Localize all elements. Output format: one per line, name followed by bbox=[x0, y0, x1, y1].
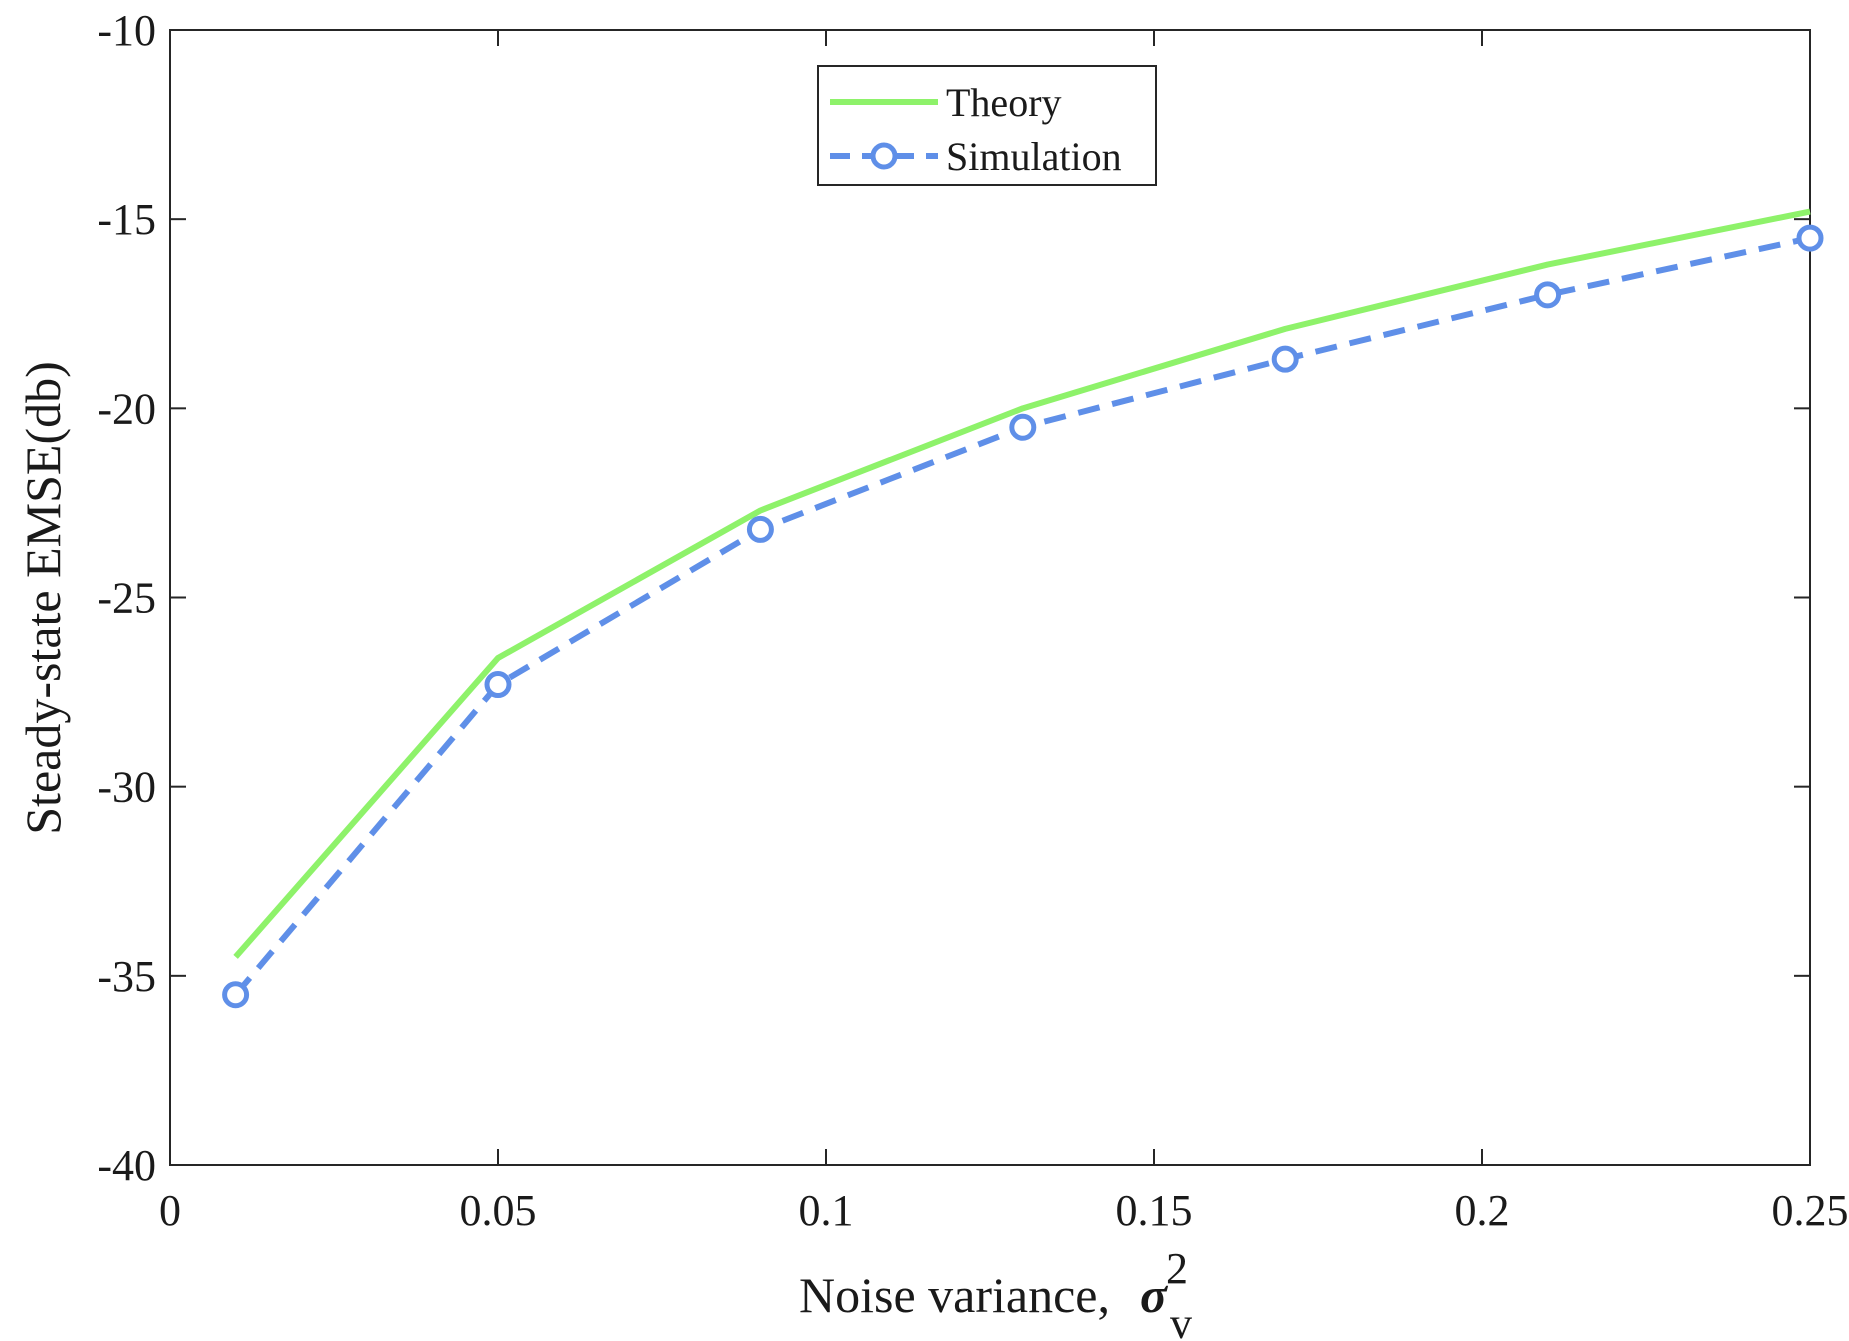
x-tick-label: 0.2 bbox=[1455, 1186, 1510, 1235]
sigma-superscript: 2 bbox=[1166, 1244, 1188, 1293]
y-tick-label: -20 bbox=[97, 384, 156, 433]
y-tick-label: -30 bbox=[97, 763, 156, 812]
x-axis-ticks: 0 0.05 0.1 0.15 0.2 0.25 bbox=[159, 30, 1849, 1235]
x-tick-label: 0.25 bbox=[1772, 1186, 1849, 1235]
legend-simulation-label: Simulation bbox=[946, 134, 1122, 179]
series-layer bbox=[222, 208, 1824, 1009]
series-point-simulation bbox=[222, 981, 250, 1009]
series-point-simulation bbox=[746, 515, 774, 543]
x-tick-label: 0.15 bbox=[1116, 1186, 1193, 1235]
sigma-symbol: σ bbox=[1140, 1267, 1169, 1323]
series-point-simulation bbox=[1796, 224, 1824, 252]
legend-theory-label: Theory bbox=[946, 80, 1062, 125]
series-line-theory bbox=[233, 208, 1811, 959]
legend-simulation-marker bbox=[870, 142, 898, 170]
y-tick-label: -35 bbox=[97, 952, 156, 1001]
y-tick-label: -40 bbox=[97, 1141, 156, 1190]
sigma-subscript: v bbox=[1170, 1299, 1192, 1341]
y-tick-label: -15 bbox=[97, 195, 156, 244]
x-tick-label: 0.05 bbox=[460, 1186, 537, 1235]
legend: Theory Simulation bbox=[817, 65, 1157, 186]
y-tick-label: -25 bbox=[97, 574, 156, 623]
series-point-simulation bbox=[484, 671, 512, 699]
series-point-simulation bbox=[1534, 281, 1562, 309]
y-axis-ticks: -40 -35 -30 -25 -20 -15 -10 bbox=[97, 6, 1810, 1190]
y-tick-label: -10 bbox=[97, 6, 156, 55]
x-tick-label: 0.1 bbox=[799, 1186, 854, 1235]
series-point-simulation bbox=[1271, 345, 1299, 373]
x-axis-title-text: Noise variance, bbox=[799, 1267, 1110, 1323]
y-axis-title: Steady-state EMSE(db) bbox=[15, 361, 71, 835]
series-point-simulation bbox=[1009, 413, 1037, 441]
x-tick-label: 0 bbox=[159, 1186, 181, 1235]
plot-area bbox=[169, 29, 1811, 1166]
x-axis-title: Noise variance, σ 2 v bbox=[799, 1244, 1192, 1341]
svg-text:Noise variance,: Noise variance, bbox=[799, 1267, 1110, 1323]
